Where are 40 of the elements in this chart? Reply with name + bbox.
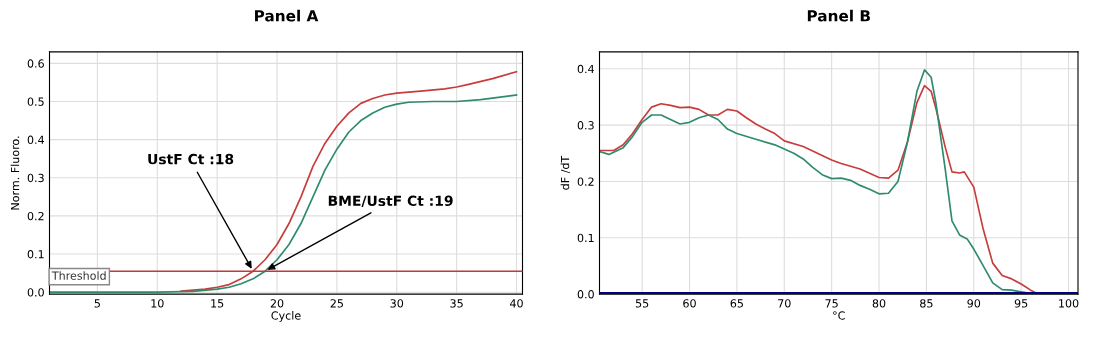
chart-title: Panel A: [255, 9, 319, 22]
y-tick-label: 0.6: [27, 59, 44, 68]
annotation: BME/UstF Ct :19: [328, 195, 453, 208]
y-tick-label: 0.1: [27, 250, 44, 259]
y-tick-label: 0.5: [27, 97, 44, 106]
y-tick-label: 0.4: [27, 135, 45, 145]
x-tick-label: 70: [778, 299, 791, 308]
x-tick-label: 100: [1059, 299, 1079, 308]
x-axis-title: °C: [833, 311, 845, 320]
x-tick-label: 30: [390, 299, 404, 308]
x-tick-label: 5: [94, 299, 100, 308]
x-tick-label: 95: [1014, 299, 1028, 308]
x-tick-label: 80: [872, 299, 886, 308]
x-tick-label: 25: [330, 299, 343, 308]
y-tick-label: 0.2: [27, 211, 44, 221]
chart-title: Panel B: [807, 9, 870, 22]
y-tick-label: 0.3: [577, 121, 594, 130]
x-tick-label: 35: [450, 299, 463, 308]
y-axis-title: dF /dT: [560, 155, 571, 190]
x-tick-label: 85: [920, 299, 933, 308]
x-tick-label: 90: [967, 299, 981, 308]
ref-line-label: Threshold: [51, 271, 106, 280]
y-tick-label: 0.2: [577, 177, 594, 186]
x-tick-label: 40: [509, 299, 523, 308]
line-series: [49, 94, 518, 294]
annotation: UstF Ct :18: [148, 153, 234, 165]
x-tick-label: 20: [270, 299, 284, 308]
y-tick-label: 0.0: [27, 288, 44, 297]
x-tick-label: 75: [825, 299, 838, 308]
x-tick-label: 55: [635, 299, 649, 308]
x-tick-label: 10: [151, 299, 164, 308]
y-tick-label: 0.4: [577, 64, 595, 74]
x-tick-label: 65: [730, 299, 743, 308]
x-tick-label: 15: [211, 299, 224, 308]
y-tick-label: 0.0: [577, 290, 594, 299]
y-axis-title: Norm. Fluoro.: [10, 136, 20, 210]
y-tick-label: 0.3: [27, 173, 44, 183]
y-tick-label: 0.1: [577, 233, 594, 243]
x-axis-title: Cycle: [271, 311, 301, 322]
x-tick-label: 60: [683, 299, 696, 308]
